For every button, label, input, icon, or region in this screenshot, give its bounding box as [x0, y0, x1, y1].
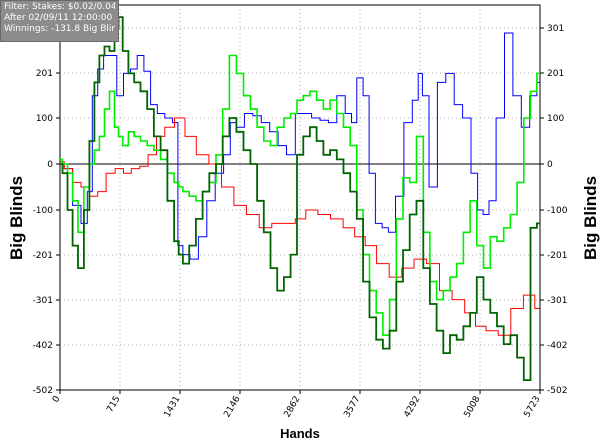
- y-axis-title-left: Big Blinds: [7, 175, 26, 261]
- x-axis-title: Hands: [280, 426, 320, 441]
- y-tick-label-left: 201: [36, 69, 53, 79]
- x-tick-label: 0: [51, 394, 63, 404]
- x-tick-label: 5723: [522, 395, 542, 420]
- winnings-text: Winnings: -131.8 Big Blinds: [4, 24, 115, 34]
- y-tick-label-right: 201: [547, 69, 564, 79]
- filter-info-box: Filter: Stakes: $0.02/0.04 NL After 02/0…: [0, 0, 119, 42]
- y-tick-label-right: -502: [547, 386, 567, 396]
- x-tick-label: 715: [105, 395, 122, 415]
- filter-stakes-text: Filter: Stakes: $0.02/0.04 NL: [4, 2, 115, 12]
- y-tick-label-left: 100: [36, 114, 53, 124]
- x-tick-label: 2146: [222, 394, 242, 419]
- y-tick-label-right: 301: [547, 24, 564, 34]
- y-tick-label-left: 0: [47, 160, 53, 170]
- y-tick-label-right: -402: [547, 341, 567, 351]
- y-tick-label-left: -402: [33, 341, 53, 351]
- x-tick-label: 2862: [283, 395, 303, 420]
- y-tick-label-left: -301: [33, 296, 53, 306]
- series-line-2: [60, 54, 540, 336]
- y-tick-label-left: -201: [33, 251, 53, 261]
- series-line-1: [60, 117, 540, 336]
- series-line-3: [60, 16, 540, 381]
- x-tick-label: 5008: [463, 394, 483, 419]
- x-tick-label: 1431: [163, 395, 183, 420]
- x-tick-label: 4292: [402, 395, 422, 420]
- y-tick-label-right: -201: [547, 251, 567, 261]
- y-tick-label-right: -100: [547, 206, 568, 216]
- x-tick-label: 3577: [342, 395, 362, 420]
- y-tick-label-left: -502: [33, 386, 53, 396]
- y-tick-label-right: 100: [547, 114, 564, 124]
- series-line-0: [60, 32, 540, 260]
- y-axis-title-right: Big Blinds: [581, 175, 600, 261]
- y-tick-label-left: -100: [33, 206, 54, 216]
- y-tick-label-right: -301: [547, 296, 567, 306]
- filter-date-text: After 02/09/11 12:00:00: [4, 13, 113, 23]
- y-tick-label-right: 0: [547, 160, 553, 170]
